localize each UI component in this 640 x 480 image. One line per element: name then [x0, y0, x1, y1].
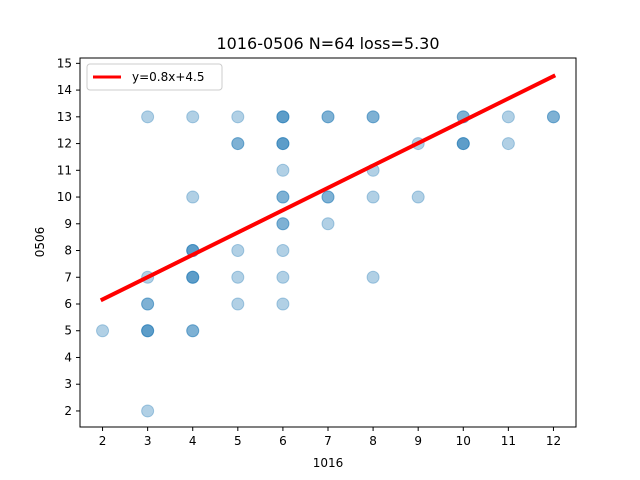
data-point — [231, 270, 245, 284]
x-tick-label: 5 — [234, 434, 242, 448]
x-tick-label: 9 — [414, 434, 422, 448]
data-point — [186, 110, 200, 124]
data-point — [96, 324, 110, 338]
y-tick-label: 4 — [64, 350, 72, 364]
fit-line — [99, 73, 557, 303]
data-point — [501, 137, 515, 151]
x-tick-label: 11 — [501, 434, 516, 448]
y-tick-label: 2 — [64, 404, 72, 418]
data-point — [546, 110, 560, 124]
x-axis-ticks: 2 3 4 5 6 7 8 9 10 11 12 — [99, 427, 561, 448]
y-tick-label: 3 — [64, 377, 72, 391]
y-tick-label: 6 — [64, 297, 72, 311]
data-point — [321, 110, 335, 124]
y-tick-label: 5 — [64, 324, 72, 338]
data-point — [141, 324, 155, 338]
data-point — [501, 110, 515, 124]
legend-box — [86, 63, 223, 91]
y-tick-label: 14 — [57, 83, 72, 97]
data-point — [321, 190, 335, 204]
data-point — [231, 137, 245, 151]
data-point — [546, 110, 560, 124]
data-point — [276, 217, 290, 231]
y-tick-label: 9 — [64, 217, 72, 231]
data-point — [276, 110, 290, 124]
data-point — [186, 270, 200, 284]
y-tick-label: 13 — [57, 110, 72, 124]
data-point — [366, 110, 380, 124]
data-point — [141, 404, 155, 418]
data-point — [141, 297, 155, 311]
x-tick-label: 6 — [279, 434, 287, 448]
data-point — [141, 297, 155, 311]
data-point — [411, 190, 425, 204]
data-point — [276, 217, 290, 231]
data-point — [276, 137, 290, 151]
points-layer — [96, 110, 560, 418]
y-tick-label: 12 — [57, 137, 72, 151]
data-point — [456, 137, 470, 151]
y-tick-label: 8 — [64, 244, 72, 258]
data-point — [276, 244, 290, 258]
x-tick-label: 2 — [99, 434, 107, 448]
data-point — [276, 163, 290, 177]
data-point — [231, 137, 245, 151]
data-point — [141, 324, 155, 338]
data-point — [276, 110, 290, 124]
y-axis-ticks: 2 3 4 5 6 7 8 9 10 11 12 13 14 15 — [57, 56, 80, 418]
data-point — [186, 270, 200, 284]
data-point — [141, 324, 155, 338]
x-tick-label: 7 — [324, 434, 332, 448]
fit-line-layer — [99, 73, 557, 303]
data-point — [276, 137, 290, 151]
y-tick-label: 11 — [57, 163, 72, 177]
data-point — [276, 190, 290, 204]
data-point — [186, 190, 200, 204]
legend-label: y=0.8x+4.5 — [132, 70, 204, 84]
data-point — [276, 110, 290, 124]
x-tick-label: 8 — [369, 434, 377, 448]
data-point — [276, 137, 290, 151]
x-tick-label: 10 — [456, 434, 471, 448]
data-point — [186, 324, 200, 338]
data-point — [276, 270, 290, 284]
data-point — [456, 137, 470, 151]
y-tick-label: 7 — [64, 270, 72, 284]
y-tick-label: 15 — [57, 56, 72, 70]
data-point — [456, 137, 470, 151]
data-point — [231, 297, 245, 311]
data-point — [276, 190, 290, 204]
data-point — [366, 270, 380, 284]
data-point — [321, 190, 335, 204]
data-point — [231, 110, 245, 124]
chart-title: 1016-0506 N=64 loss=5.30 — [216, 34, 439, 53]
y-axis-label: 0506 — [33, 227, 47, 258]
data-point — [141, 110, 155, 124]
x-tick-label: 3 — [144, 434, 152, 448]
x-tick-label: 4 — [189, 434, 197, 448]
data-point — [366, 190, 380, 204]
data-point — [276, 297, 290, 311]
data-point — [231, 244, 245, 258]
y-tick-label: 10 — [57, 190, 72, 204]
legend: y=0.8x+4.5 — [86, 63, 223, 91]
data-point — [366, 110, 380, 124]
data-point — [321, 110, 335, 124]
x-tick-label: 12 — [546, 434, 561, 448]
data-point — [186, 270, 200, 284]
x-axis-label: 1016 — [313, 456, 344, 470]
data-point — [321, 217, 335, 231]
data-point — [186, 324, 200, 338]
